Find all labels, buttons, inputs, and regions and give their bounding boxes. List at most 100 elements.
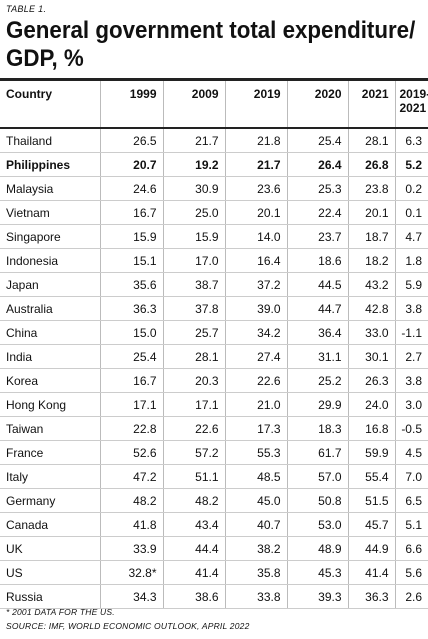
- value-cell: 50.8: [286, 488, 348, 513]
- table-row: Singapore 15.9 15.9 14.0 23.7 18.7 4.7: [0, 224, 428, 249]
- value-cell: 21.8: [224, 128, 287, 153]
- value-cell: 36.3: [99, 296, 163, 321]
- value-cell: 39.3: [286, 584, 348, 609]
- value-cell: 39.0: [224, 296, 287, 321]
- value-cell: 4.7: [394, 224, 428, 249]
- country-cell: Korea: [0, 368, 100, 393]
- table-title: General government total expenditure/ GD…: [6, 17, 416, 72]
- value-cell: 22.6: [162, 416, 225, 441]
- value-cell: 18.6: [286, 248, 348, 273]
- value-cell: 41.8: [99, 512, 163, 537]
- value-cell: 16.8: [347, 416, 395, 441]
- value-cell: 53.0: [286, 512, 348, 537]
- value-cell: 34.2: [224, 320, 287, 345]
- value-cell: 51.1: [162, 464, 225, 489]
- value-cell: 32.8*: [99, 560, 163, 585]
- value-cell: 16.7: [99, 200, 163, 225]
- value-cell: 2.7: [394, 344, 428, 369]
- value-cell: 6.5: [394, 488, 428, 513]
- column-header: 2020: [286, 79, 348, 129]
- value-cell: 28.1: [162, 344, 225, 369]
- table-row: Canada 41.8 43.4 40.7 53.0 45.7 5.1: [0, 512, 428, 537]
- value-cell: 47.2: [99, 464, 163, 489]
- value-cell: 25.4: [286, 128, 348, 153]
- value-cell: 59.9: [347, 440, 395, 465]
- value-cell: 37.8: [162, 296, 225, 321]
- value-cell: 15.1: [99, 248, 163, 273]
- value-cell: 23.8: [347, 176, 395, 201]
- value-cell: 28.1: [347, 128, 395, 153]
- table-row: Italy 47.2 51.1 48.5 57.0 55.4 7.0: [0, 464, 428, 489]
- country-cell: Indonesia: [0, 248, 100, 273]
- data-table: Country 1999 2009 2019 2020 2021 2019-2021 Tha…: [0, 78, 428, 609]
- value-cell: 38.6: [162, 584, 225, 609]
- source: SOURCE: IMF, WORLD ECONOMIC OUTLOOK, APR…: [6, 621, 250, 631]
- value-cell: 30.9: [162, 176, 225, 201]
- value-cell: 31.1: [286, 344, 348, 369]
- value-cell: 6.3: [394, 128, 428, 153]
- value-cell: 43.2: [347, 272, 395, 297]
- value-cell: 18.7: [347, 224, 395, 249]
- value-cell: 48.5: [224, 464, 287, 489]
- value-cell: 5.1: [394, 512, 428, 537]
- country-cell: India: [0, 344, 100, 369]
- value-cell: 2.6: [394, 584, 428, 609]
- value-cell: 21.0: [224, 392, 287, 417]
- value-cell: 26.3: [347, 368, 395, 393]
- value-cell: 16.7: [99, 368, 163, 393]
- value-cell: 48.2: [99, 488, 163, 513]
- header-row: Country 1999 2009 2019 2020 2021 2019-2021: [0, 79, 428, 129]
- country-cell: Australia: [0, 296, 100, 321]
- column-header: 1999: [99, 79, 163, 129]
- value-cell: 23.6: [224, 176, 287, 201]
- value-cell: 3.8: [394, 296, 428, 321]
- value-cell: 61.7: [286, 440, 348, 465]
- value-cell: 22.6: [224, 368, 287, 393]
- table-row: Russia 34.3 38.6 33.8 39.3 36.3 2.6: [0, 584, 428, 609]
- value-cell: 19.2: [162, 152, 225, 177]
- value-cell: 45.0: [224, 488, 287, 513]
- value-cell: 5.9: [394, 272, 428, 297]
- country-cell: Germany: [0, 488, 100, 513]
- value-cell: 0.1: [394, 200, 428, 225]
- country-cell: US: [0, 560, 100, 585]
- table-row: Germany 48.2 48.2 45.0 50.8 51.5 6.5: [0, 488, 428, 513]
- value-cell: 25.3: [286, 176, 348, 201]
- country-cell: Hong Kong: [0, 392, 100, 417]
- value-cell: 3.0: [394, 392, 428, 417]
- value-cell: 20.3: [162, 368, 225, 393]
- value-cell: 34.3: [99, 584, 163, 609]
- table-row: Korea 16.7 20.3 22.6 25.2 26.3 3.8: [0, 368, 428, 393]
- value-cell: 55.3: [224, 440, 287, 465]
- column-header: Country: [0, 79, 100, 129]
- value-cell: 44.9: [347, 536, 395, 561]
- column-header: 2009: [162, 79, 225, 129]
- country-cell: Philippines: [0, 152, 100, 177]
- value-cell: 26.8: [347, 152, 395, 177]
- value-cell: 16.4: [224, 248, 287, 273]
- table-row: Japan 35.6 38.7 37.2 44.5 43.2 5.9: [0, 272, 428, 297]
- value-cell: 17.1: [162, 392, 225, 417]
- value-cell: -0.5: [394, 416, 428, 441]
- table-row: US 32.8* 41.4 35.8 45.3 41.4 5.6: [0, 560, 428, 585]
- value-cell: 36.3: [347, 584, 395, 609]
- table-row: Hong Kong 17.1 17.1 21.0 29.9 24.0 3.0: [0, 392, 428, 417]
- value-cell: 33.8: [224, 584, 287, 609]
- value-cell: 1.8: [394, 248, 428, 273]
- country-cell: Canada: [0, 512, 100, 537]
- value-cell: 38.2: [224, 536, 287, 561]
- value-cell: 0.2: [394, 176, 428, 201]
- value-cell: 5.2: [394, 152, 428, 177]
- table-row: UK 33.9 44.4 38.2 48.9 44.9 6.6: [0, 536, 428, 561]
- value-cell: 33.9: [99, 536, 163, 561]
- country-cell: Russia: [0, 584, 100, 609]
- value-cell: 15.9: [99, 224, 163, 249]
- value-cell: 5.6: [394, 560, 428, 585]
- value-cell: 20.1: [224, 200, 287, 225]
- country-cell: UK: [0, 536, 100, 561]
- value-cell: 41.4: [162, 560, 225, 585]
- value-cell: 44.7: [286, 296, 348, 321]
- value-cell: 6.6: [394, 536, 428, 561]
- value-cell: 25.4: [99, 344, 163, 369]
- value-cell: 45.7: [347, 512, 395, 537]
